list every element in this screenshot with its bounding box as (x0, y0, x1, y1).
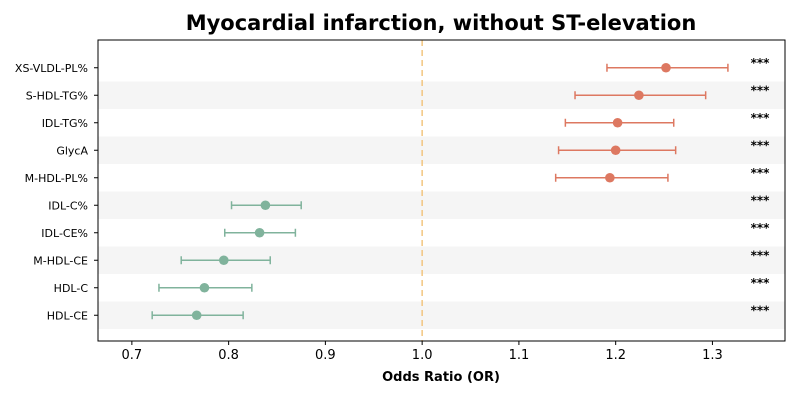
category-label: XS-VLDL-PL% (15, 62, 88, 75)
x-tick-label: 0.9 (315, 348, 336, 363)
data-point (634, 90, 644, 101)
data-point (199, 282, 210, 293)
x-axis-ticks: 0.7 0.8 0.9 1.0 1.1 1.2 1.3 (122, 341, 723, 363)
category-label: IDL-TG% (42, 117, 88, 130)
row-band (98, 136, 785, 164)
x-tick-label: 0.7 (122, 348, 143, 363)
significance-label: *** (751, 83, 771, 97)
significance-labels: *** *** *** *** *** *** *** *** *** *** (751, 56, 771, 318)
plot-frame (97, 39, 786, 342)
data-point (661, 62, 671, 73)
chart-title: Myocardial infarction, without ST-elevat… (186, 11, 697, 35)
category-label: M-HDL-PL% (25, 172, 88, 185)
category-label: S-HDL-TG% (26, 89, 88, 102)
data-point (605, 172, 615, 183)
x-axis-label: Odds Ratio (OR) (382, 370, 500, 385)
category-label: HDL-C (54, 282, 89, 295)
data-point (610, 145, 621, 156)
significance-label: *** (751, 111, 771, 125)
x-tick-label: 1.3 (702, 348, 723, 363)
category-label: M-HDL-CE (33, 254, 88, 267)
data-point (612, 117, 623, 128)
x-tick-label: 1.0 (412, 348, 433, 363)
category-label: GlycA (56, 144, 88, 157)
category-label: IDL-C% (48, 199, 88, 212)
significance-label: *** (751, 276, 771, 290)
row-band (98, 191, 785, 219)
significance-label: *** (751, 193, 771, 207)
x-tick-label: 0.8 (218, 348, 239, 363)
significance-label: *** (751, 303, 771, 317)
x-tick-label: 1.1 (509, 348, 530, 363)
significance-label: *** (751, 248, 771, 262)
significance-label: *** (751, 56, 771, 70)
category-label: HDL-CE (47, 309, 88, 322)
y-tick-labels: XS-VLDL-PL% S-HDL-TG% IDL-TG% GlycA M-HDL-PL… (15, 62, 98, 322)
significance-label: *** (751, 138, 771, 152)
data-point (191, 310, 202, 321)
significance-label: *** (751, 166, 771, 180)
x-tick-label: 1.2 (605, 348, 626, 363)
data-point (260, 200, 271, 211)
row-bands (98, 81, 785, 329)
category-label: IDL-CE% (41, 227, 88, 240)
significance-label: *** (751, 221, 771, 235)
data-point (218, 255, 229, 266)
data-points (191, 62, 671, 321)
data-point (254, 227, 265, 238)
